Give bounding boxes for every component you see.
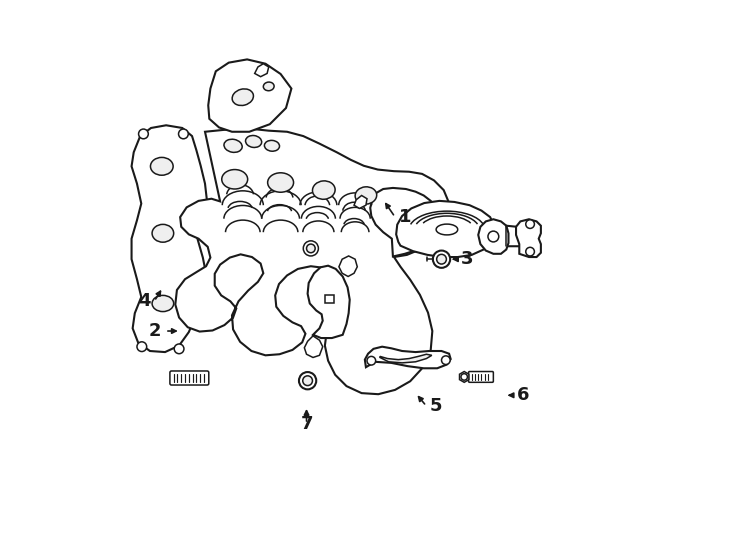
Text: 5: 5 [430,397,443,415]
Text: 7: 7 [300,415,313,433]
Circle shape [367,356,376,365]
Ellipse shape [222,170,247,189]
Circle shape [437,254,446,264]
Polygon shape [516,219,541,257]
Polygon shape [354,195,367,208]
Circle shape [442,356,450,364]
Text: 2: 2 [149,322,161,340]
Polygon shape [325,295,333,303]
Ellipse shape [150,158,173,176]
Circle shape [433,251,450,268]
Ellipse shape [152,295,174,312]
Ellipse shape [268,173,294,192]
Polygon shape [370,188,440,256]
Polygon shape [498,226,529,246]
Polygon shape [175,129,449,394]
Text: 6: 6 [517,386,530,404]
Circle shape [461,374,468,380]
FancyBboxPatch shape [468,372,493,382]
Circle shape [488,231,499,242]
Ellipse shape [313,181,335,199]
Ellipse shape [246,136,261,147]
Ellipse shape [264,82,274,91]
Polygon shape [396,201,495,257]
Polygon shape [365,347,451,368]
Polygon shape [305,335,323,357]
Text: 3: 3 [461,250,473,268]
Circle shape [303,241,319,256]
Polygon shape [208,59,291,132]
Polygon shape [131,125,207,352]
Text: 4: 4 [138,292,150,310]
Circle shape [526,247,534,256]
Ellipse shape [355,187,377,204]
Ellipse shape [232,89,253,105]
Circle shape [174,344,184,354]
Circle shape [302,376,313,386]
Circle shape [137,342,147,352]
Polygon shape [339,256,357,276]
Circle shape [299,372,316,389]
Circle shape [178,129,188,139]
Circle shape [139,129,148,139]
Circle shape [307,244,315,253]
Ellipse shape [152,225,174,242]
Polygon shape [255,64,269,77]
Polygon shape [380,354,432,363]
Text: 1: 1 [399,208,411,226]
FancyBboxPatch shape [170,371,208,385]
Polygon shape [459,372,469,382]
Ellipse shape [224,139,242,152]
Polygon shape [479,219,509,254]
Ellipse shape [264,140,280,151]
Polygon shape [308,266,349,338]
Circle shape [526,220,534,228]
